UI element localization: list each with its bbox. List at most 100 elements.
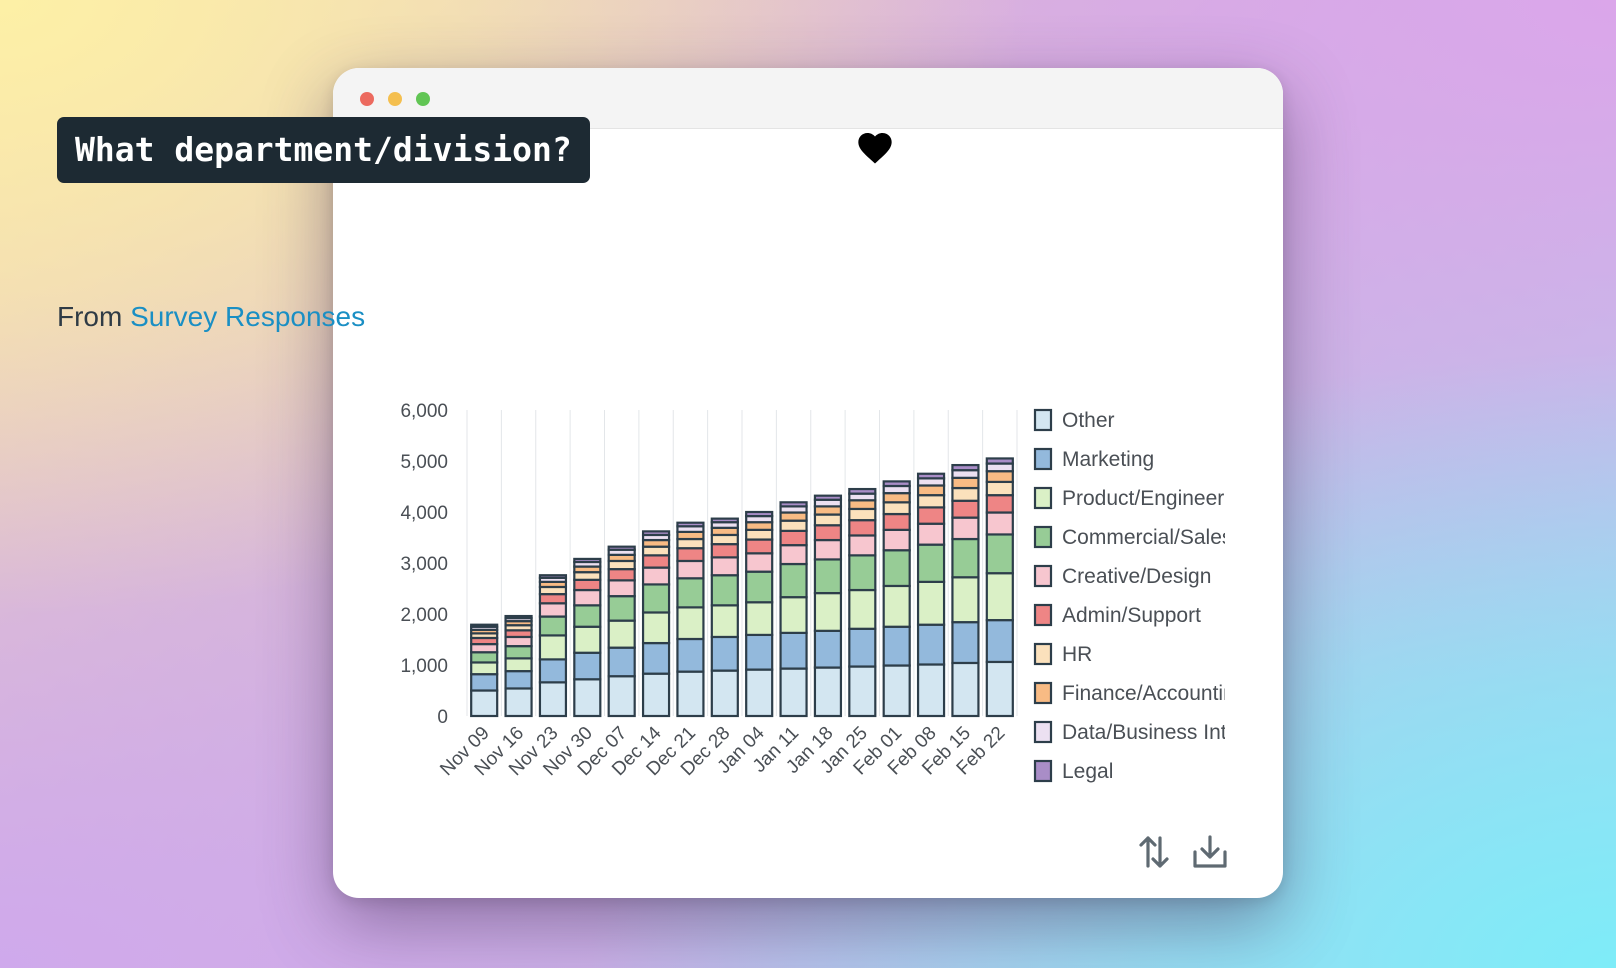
bar-segment[interactable] [916, 472, 946, 480]
bar-segment[interactable] [573, 604, 602, 628]
bar-stack[interactable] [504, 614, 533, 718]
bar-segment[interactable] [504, 687, 533, 718]
bar-segment[interactable] [985, 494, 1014, 514]
bar-segment[interactable] [985, 462, 1014, 473]
bar-segment[interactable] [848, 519, 877, 537]
bar-segment[interactable] [813, 629, 843, 669]
bar-segment[interactable] [745, 668, 774, 718]
bar-segment[interactable] [607, 619, 636, 649]
bar-segment[interactable] [951, 469, 980, 479]
bar-segment[interactable] [813, 494, 843, 501]
bar-segment[interactable] [470, 689, 499, 718]
bar-segment[interactable] [470, 661, 499, 676]
legend-item[interactable]: Legal [1033, 759, 1113, 783]
bar-segment[interactable] [504, 645, 533, 660]
bar-segment[interactable] [813, 666, 843, 718]
bar-segment[interactable] [538, 574, 568, 579]
bar-segment[interactable] [710, 669, 739, 718]
bar-segment[interactable] [848, 554, 877, 592]
bar-segment[interactable] [607, 646, 636, 678]
bar-stack[interactable] [813, 494, 843, 718]
source-link[interactable]: Survey Responses [130, 301, 366, 332]
bar-segment[interactable] [676, 606, 705, 641]
bar-segment[interactable] [985, 619, 1014, 664]
bar-segment[interactable] [951, 476, 980, 490]
bar-segment[interactable] [848, 665, 877, 718]
bar-segment[interactable] [710, 556, 739, 577]
bar-segment[interactable] [882, 501, 911, 516]
bar-segment[interactable] [951, 486, 980, 502]
bar-segment[interactable] [985, 660, 1014, 718]
bar-segment[interactable] [951, 621, 980, 665]
bar-segment[interactable] [745, 633, 774, 671]
bar-segment[interactable] [538, 615, 568, 637]
bar-stack[interactable] [641, 530, 671, 718]
bar-segment[interactable] [882, 664, 911, 718]
bar-segment[interactable] [607, 579, 636, 598]
bar-segment[interactable] [573, 557, 602, 564]
bar-segment[interactable] [573, 588, 602, 607]
legend-item[interactable]: Product/Engineer [1033, 486, 1224, 510]
bar-segment[interactable] [641, 641, 671, 675]
bar-stack[interactable] [607, 545, 636, 718]
legend-item[interactable]: HR [1033, 642, 1092, 666]
legend-item[interactable]: Admin/Support [1033, 603, 1201, 627]
bar-segment[interactable] [951, 499, 980, 519]
bar-segment[interactable] [813, 591, 843, 632]
close-window-button[interactable] [360, 92, 374, 106]
download-icon[interactable] [1190, 832, 1230, 872]
bar-segment[interactable] [985, 511, 1014, 536]
bar-stack[interactable] [745, 510, 774, 718]
bar-segment[interactable] [882, 549, 911, 588]
bar-segment[interactable] [641, 545, 671, 557]
bar-segment[interactable] [848, 507, 877, 522]
bar-segment[interactable] [882, 512, 911, 531]
bar-segment[interactable] [779, 544, 808, 566]
bar-segment[interactable] [573, 578, 602, 592]
bar-segment[interactable] [882, 528, 911, 552]
bar-segment[interactable] [641, 530, 671, 537]
bar-segment[interactable] [745, 528, 774, 541]
bar-segment[interactable] [745, 538, 774, 555]
bar-segment[interactable] [676, 537, 705, 550]
bar-segment[interactable] [951, 661, 980, 718]
bar-segment[interactable] [882, 480, 911, 488]
maximize-window-button[interactable] [416, 92, 430, 106]
bar-segment[interactable] [813, 538, 843, 561]
bar-segment[interactable] [848, 534, 877, 557]
bar-stack[interactable] [710, 517, 739, 718]
bar-segment[interactable] [607, 675, 636, 718]
minimize-window-button[interactable] [388, 92, 402, 106]
bar-segment[interactable] [848, 588, 877, 630]
bar-segment[interactable] [985, 470, 1014, 484]
bar-segment[interactable] [848, 487, 877, 495]
legend-item[interactable]: Other [1033, 408, 1115, 432]
bar-segment[interactable] [882, 584, 911, 628]
bar-segment[interactable] [951, 463, 980, 472]
legend-item[interactable]: Data/Business Intelligence [1033, 720, 1309, 744]
bar-segment[interactable] [779, 596, 808, 634]
sort-arrows-icon[interactable] [1134, 832, 1174, 872]
bar-segment[interactable] [916, 484, 946, 497]
bar-segment[interactable] [951, 516, 980, 541]
bar-segment[interactable] [504, 657, 533, 673]
bar-segment[interactable] [573, 571, 602, 581]
bar-segment[interactable] [676, 577, 705, 609]
bar-segment[interactable] [573, 678, 602, 718]
bar-segment[interactable] [813, 524, 843, 542]
bar-segment[interactable] [710, 543, 739, 559]
bar-segment[interactable] [470, 651, 499, 664]
bar-segment[interactable] [607, 595, 636, 622]
bar-segment[interactable] [985, 480, 1014, 497]
bar-segment[interactable] [779, 519, 808, 532]
bar-segment[interactable] [676, 547, 705, 563]
legend-item[interactable]: Finance/Accounting [1033, 681, 1246, 705]
bar-segment[interactable] [641, 672, 671, 718]
bar-stack[interactable] [882, 480, 911, 718]
bar-segment[interactable] [504, 670, 533, 690]
bar-segment[interactable] [573, 651, 602, 681]
bar-segment[interactable] [710, 574, 739, 607]
bar-segment[interactable] [985, 533, 1014, 575]
bar-segment[interactable] [676, 670, 705, 718]
bar-segment[interactable] [504, 614, 533, 620]
